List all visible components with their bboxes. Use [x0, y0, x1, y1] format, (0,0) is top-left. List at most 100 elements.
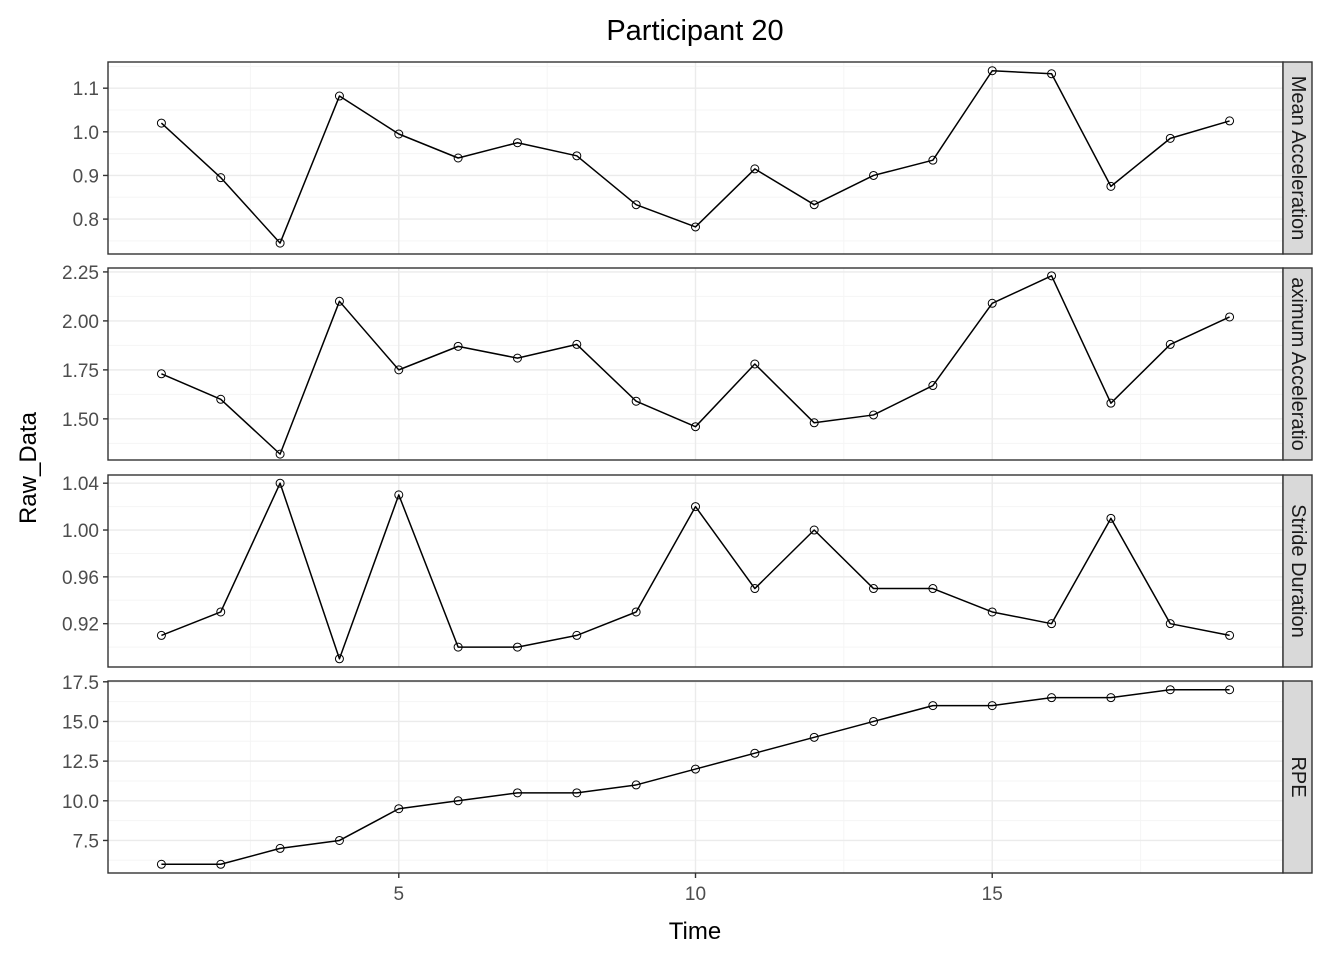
data-point [216, 173, 226, 183]
y-tick-label: 2.00 [62, 312, 99, 333]
x-axis-title: Time [669, 918, 721, 945]
series-line [160, 69, 1230, 244]
data-point [691, 764, 700, 774]
data-point [572, 630, 582, 640]
data-point [216, 394, 226, 404]
y-tick-label: 15.0 [62, 712, 99, 733]
data-point [987, 607, 997, 617]
facet-panel-1: 0.8 0.9 1.0 1.1 Mean Acceleration [73, 61, 1313, 255]
data-point [809, 200, 819, 210]
facet-strip-label-clip: RPE [1287, 756, 1309, 797]
y-tick-label: 10.0 [62, 792, 99, 813]
data-point [869, 170, 879, 180]
data-point [216, 859, 226, 869]
x-tick-label: 15 [982, 884, 1003, 905]
facet-strip-label-clip: Stride Duration [1287, 504, 1309, 637]
data-point [1165, 619, 1175, 629]
facet-panel-2: 1.50 1.75 2.00 2.25 aximum Acceleratio [62, 263, 1313, 461]
data-point [1225, 685, 1235, 695]
data-point [334, 654, 344, 664]
data-point [453, 153, 463, 163]
facet-strip [1282, 267, 1313, 461]
data-point [1106, 181, 1116, 191]
data-point [809, 732, 819, 742]
y-tick-label: 0.96 [62, 568, 99, 589]
data-point [1225, 312, 1235, 322]
facet-panels: 0.8 0.9 1.0 1.1 Mean Acceleration 1.50 1.75 2.0… [62, 61, 1313, 874]
data-point [869, 716, 879, 726]
data-point [394, 365, 404, 375]
y-tick-label: 17.5 [62, 673, 99, 694]
y-tick-label: 0.92 [62, 615, 99, 636]
chart-title: Participant 20 [606, 15, 783, 47]
x-tick-label: 10 [685, 884, 706, 905]
data-point [394, 129, 404, 139]
data-point [216, 607, 226, 617]
y-axis-title: Raw_Data [15, 411, 42, 524]
y-tick-label: 0.8 [73, 210, 99, 231]
series-line [161, 275, 1230, 455]
data-point [512, 353, 522, 363]
facet-strip-label-clip: Mean Acceleration [1287, 76, 1309, 241]
data-point [512, 138, 522, 148]
data-point [869, 410, 879, 420]
data-point [1106, 513, 1116, 523]
data-point [512, 642, 522, 652]
data-point [156, 630, 166, 640]
data-point [1106, 693, 1116, 703]
data-point [275, 449, 285, 459]
data-point [750, 164, 760, 174]
data-point [1165, 339, 1175, 349]
data-point [572, 339, 582, 349]
data-point [1106, 398, 1116, 408]
facet-panel-3: 0.92 0.96 1.00 1.04 Stride Duration [62, 474, 1313, 668]
data-point [275, 478, 285, 488]
data-point [631, 607, 641, 617]
data-point [1225, 630, 1235, 640]
data-point [453, 341, 463, 351]
y-tick-label: 1.0 [73, 123, 99, 144]
data-point [1165, 133, 1175, 143]
facet-strip [1282, 680, 1313, 874]
y-tick-label: 1.00 [62, 521, 99, 542]
data-point [1047, 619, 1057, 629]
facet-strip-label: RPE [1287, 756, 1309, 797]
data-point [156, 118, 166, 128]
y-tick-label: 12.5 [62, 752, 99, 773]
x-tick-label: 5 [393, 884, 404, 905]
data-point [631, 200, 641, 210]
data-point [928, 155, 938, 165]
data-point [928, 584, 938, 594]
facet-panel-4: 7.5 10.0 12.5 15.0 17.5 RPE [62, 673, 1313, 874]
data-point [631, 780, 641, 790]
data-point [987, 66, 997, 76]
y-tick-label: 1.04 [62, 474, 99, 495]
data-point [512, 788, 522, 798]
facet-strip-label: Mean Acceleration [1287, 76, 1309, 241]
data-point [453, 796, 463, 806]
x-axis: 5 10 15 [393, 873, 1003, 905]
data-point [334, 91, 344, 101]
facet-strip-label-clip: aximum Acceleratio [1287, 277, 1309, 450]
data-point [691, 422, 700, 432]
data-point [156, 369, 166, 379]
series-line [161, 482, 1230, 660]
y-tick-label: 2.25 [62, 263, 99, 284]
data-point [572, 788, 582, 798]
data-point [987, 298, 997, 308]
series-line [161, 688, 1230, 866]
data-point [691, 502, 700, 512]
data-point [156, 859, 166, 869]
data-point [750, 359, 760, 369]
facet-strip [1282, 61, 1313, 255]
data-point [869, 584, 879, 594]
data-point [275, 238, 285, 248]
data-point [987, 701, 997, 711]
data-point [275, 843, 285, 853]
data-point [809, 525, 819, 535]
data-point [394, 490, 404, 500]
facet-strip-label: Stride Duration [1287, 504, 1309, 637]
data-point [1165, 685, 1175, 695]
data-point [334, 835, 344, 845]
